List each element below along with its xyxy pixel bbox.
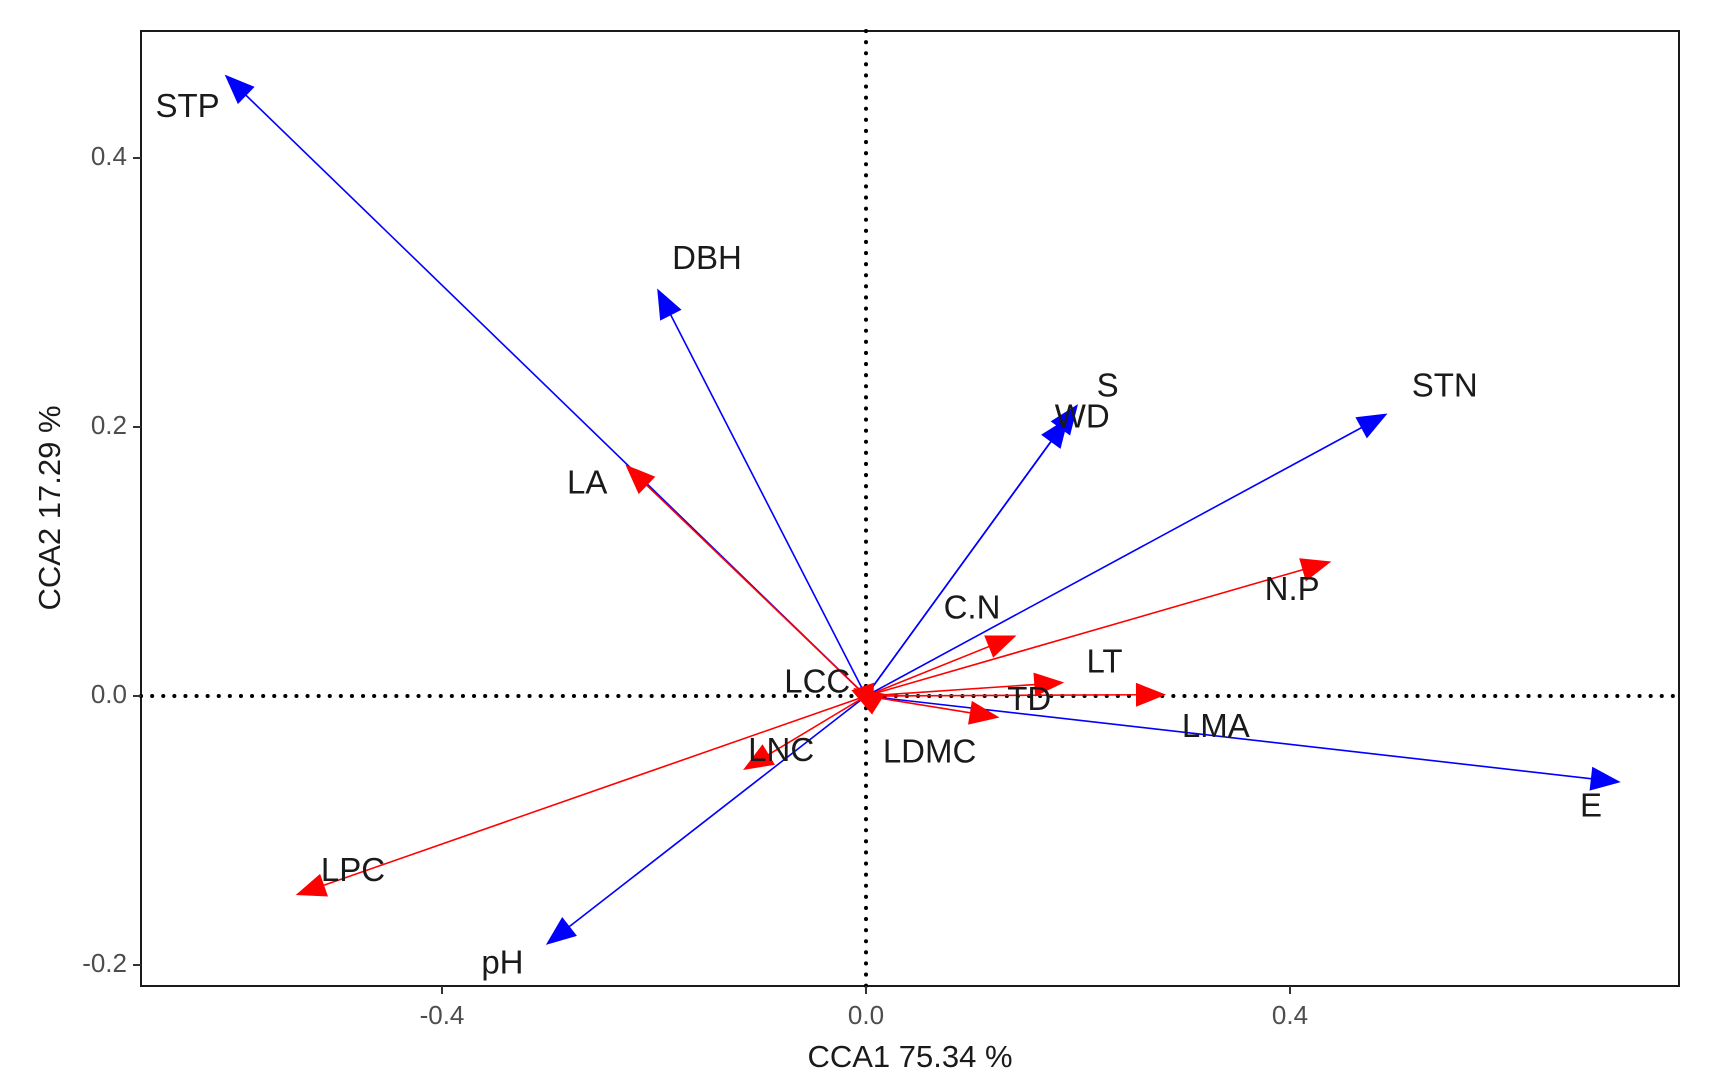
vector-shaft-la: [637, 476, 867, 697]
vector-head-stn: [1355, 413, 1388, 439]
plot-panel-border: [140, 30, 1680, 987]
vector-head-td: [1135, 682, 1166, 707]
vector-head-wd: [1041, 417, 1069, 449]
vector-head-lt: [1033, 672, 1065, 697]
y-tick-label: -0.2: [82, 948, 127, 978]
vector-lnc: [743, 695, 867, 770]
axes: -0.4 0.0 0.4 -0.2 0.0 0.2 0.4: [82, 141, 1308, 1030]
vector-shaft-td: [865, 693, 1148, 697]
vector-lpc: [295, 695, 867, 897]
vector-head-s: [1050, 404, 1078, 436]
x-tick-label: -0.4: [420, 1000, 465, 1030]
vector-label-wd: WD: [1055, 398, 1110, 435]
vector-label-la: LA: [567, 464, 607, 501]
vector-shaft-c-n: [865, 641, 1001, 697]
vector-label-lma: LMA: [1182, 707, 1250, 744]
vector-label-lpc: LPC: [321, 851, 385, 888]
vector-label-stp: STP: [156, 87, 220, 124]
x-tick-label: 0.0: [848, 1000, 884, 1030]
vector-head-ph: [545, 916, 577, 945]
vector-head-c-n: [984, 635, 1017, 658]
vector-layer: [224, 74, 1621, 945]
vector-label-lcc: LCC: [784, 663, 850, 700]
y-axis-title: CCA2 17.29 %: [32, 405, 67, 610]
vector-shaft-lpc: [312, 695, 867, 890]
vector-head-n-p: [1299, 558, 1332, 582]
vector-label-dbh: DBH: [672, 239, 742, 276]
vector-shaft-stn: [865, 421, 1373, 697]
vector-label-c-n: C.N: [944, 589, 1001, 626]
vector-dbh: [657, 288, 867, 697]
y-tick-label: 0.2: [91, 410, 127, 440]
vector-label-e: E: [1580, 786, 1602, 823]
vector-ph: [545, 695, 867, 945]
vector-head-e: [1589, 766, 1621, 791]
vector-n-p: [865, 558, 1332, 697]
vector-stn: [865, 413, 1388, 697]
vector-label-stn: STN: [1412, 367, 1478, 404]
vector-shaft-e: [865, 695, 1603, 781]
vector-shaft-lma: [865, 695, 982, 716]
vector-head-stp: [224, 74, 255, 105]
vector-labels: STP DBH SWD STN EpH LA C.N N.P LT TD LMA LCC LDMC LNC…: [156, 87, 1603, 981]
vector-e: [865, 695, 1621, 791]
x-axis-title: CCA1 75.34 %: [807, 1039, 1012, 1074]
vector-label-lt: LT: [1086, 642, 1122, 679]
vector-label-ph: pH: [481, 944, 523, 981]
vector-head-lnc: [743, 744, 775, 770]
vector-shaft-wd: [865, 431, 1059, 697]
y-tick-label: 0.0: [91, 679, 127, 709]
vector-shaft-lnc: [758, 695, 867, 762]
x-tick-label: 0.4: [1272, 1000, 1308, 1030]
vector-label-lnc: LNC: [748, 731, 814, 768]
vector-head-lpc: [295, 873, 328, 897]
vector-shaft-ph: [559, 695, 867, 935]
vector-wd: [865, 417, 1069, 697]
vector-c-n: [865, 635, 1017, 697]
vector-td: [865, 682, 1166, 707]
vector-head-dbh: [657, 288, 682, 321]
vector-shaft-lt: [865, 682, 1047, 697]
vector-lt: [865, 672, 1065, 697]
vector-head-la: [625, 464, 656, 495]
vector-label-s: S: [1097, 367, 1119, 404]
vector-label-n-p: N.P: [1265, 570, 1320, 607]
vector-head-lma: [968, 700, 1000, 725]
vector-label-td: TD: [1007, 680, 1051, 717]
vector-la: [625, 464, 867, 697]
vector-shaft-dbh: [664, 304, 867, 697]
y-tick-label: 0.4: [91, 141, 127, 171]
vector-shaft-n-p: [865, 565, 1315, 697]
vector-lma: [865, 695, 1000, 725]
vector-label-ldmc: LDMC: [883, 733, 977, 770]
reference-lines: [139, 29, 1681, 988]
